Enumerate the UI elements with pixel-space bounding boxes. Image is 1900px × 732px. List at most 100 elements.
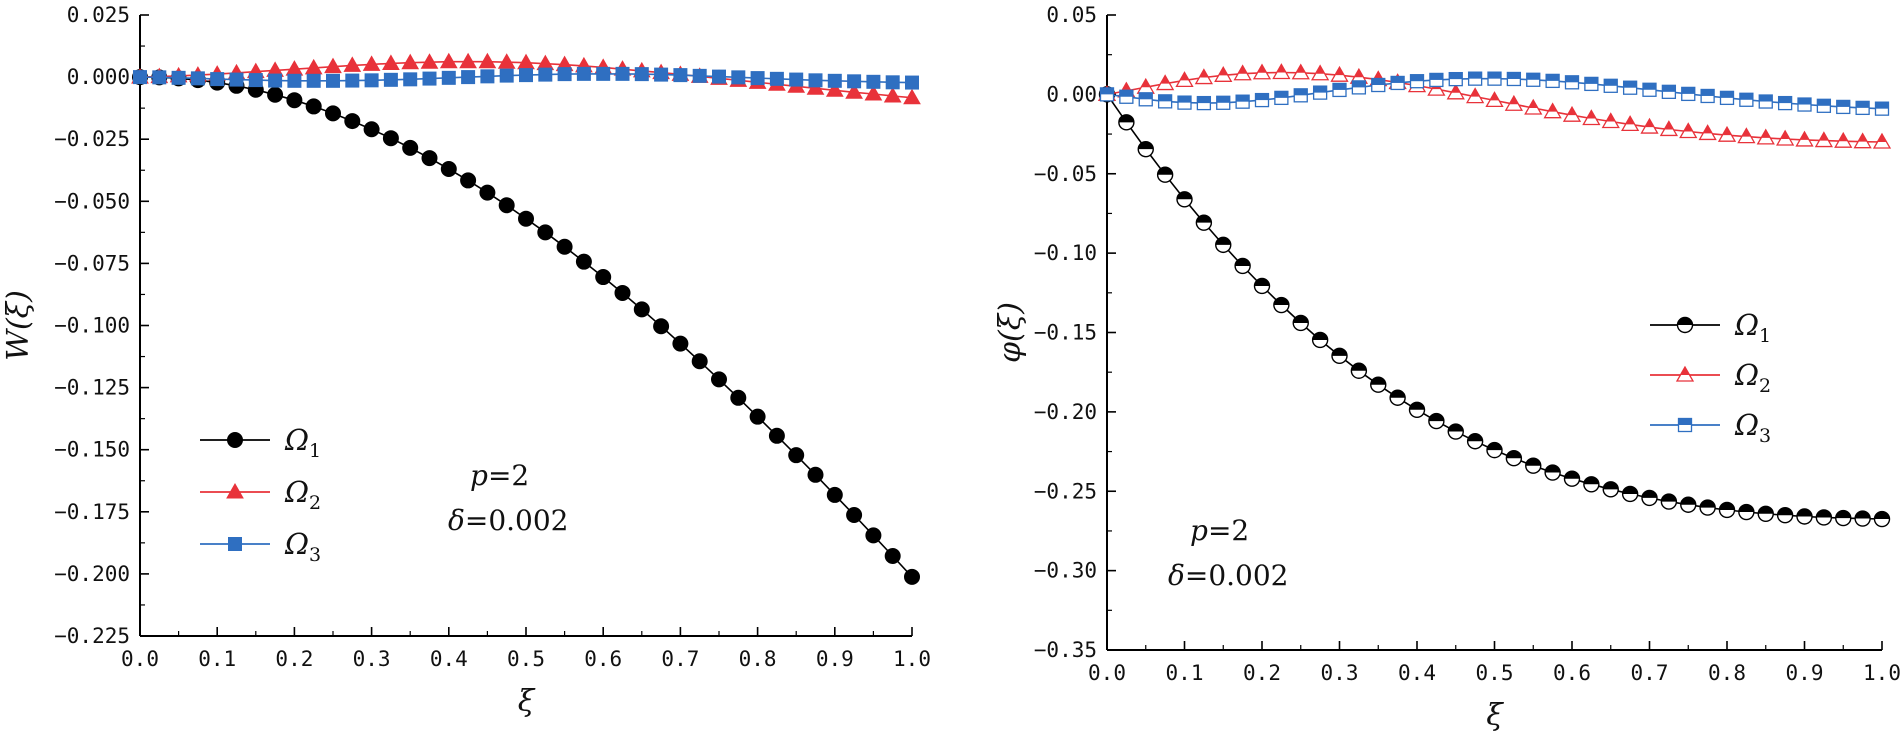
data-point-omega-1 bbox=[286, 92, 303, 109]
data-point-omega-1 bbox=[1156, 166, 1174, 183]
data-point-omega-3 bbox=[268, 73, 283, 88]
y-tick-label: −0.25 bbox=[1034, 479, 1097, 503]
data-point-omega-3 bbox=[634, 67, 649, 82]
x-tick-label: 0.7 bbox=[661, 647, 699, 671]
y-tick-label: 0.05 bbox=[1046, 3, 1097, 27]
data-point-omega-2 bbox=[1504, 94, 1523, 111]
x-tick-label: 1.0 bbox=[893, 647, 931, 671]
data-point-omega-2 bbox=[1795, 130, 1814, 147]
y-tick-label: −0.200 bbox=[54, 562, 130, 586]
data-point-omega-3 bbox=[1409, 74, 1425, 89]
data-point-omega-3 bbox=[1371, 77, 1386, 93]
data-point-omega-3 bbox=[1235, 94, 1250, 109]
y-tick-label: 0.025 bbox=[67, 3, 130, 27]
data-point-omega-1 bbox=[1699, 499, 1716, 516]
data-point-omega-3 bbox=[1603, 78, 1618, 93]
data-point-omega-3 bbox=[1487, 71, 1502, 86]
data-point-omega-3 bbox=[1642, 82, 1657, 97]
x-tick-label: 0.0 bbox=[121, 647, 159, 671]
data-point-omega-3 bbox=[1390, 75, 1405, 91]
data-point-omega-2 bbox=[1776, 129, 1795, 146]
data-point-omega-1 bbox=[1815, 509, 1833, 526]
data-point-omega-2 bbox=[324, 57, 342, 74]
data-point-omega-2 bbox=[517, 53, 535, 70]
data-point-omega-2 bbox=[1698, 124, 1717, 141]
data-point-omega-3 bbox=[248, 73, 263, 88]
data-point-omega-2 bbox=[1485, 91, 1504, 108]
data-point-omega-3 bbox=[1622, 80, 1638, 95]
data-point-omega-1 bbox=[1331, 347, 1348, 365]
data-point-omega-3 bbox=[171, 70, 186, 85]
data-point-omega-1 bbox=[1505, 450, 1523, 467]
data-point-omega-1 bbox=[537, 224, 554, 241]
data-point-omega-3 bbox=[1119, 89, 1134, 104]
y-tick-label: −0.100 bbox=[54, 314, 130, 338]
x-tick-label: 0.8 bbox=[1708, 661, 1746, 685]
data-point-omega-3 bbox=[1429, 72, 1444, 88]
x-tick-label: 0.6 bbox=[584, 647, 622, 671]
x-tick-label: 0.3 bbox=[1321, 661, 1359, 685]
legend-label-omega-3: Ω3 bbox=[1734, 408, 1771, 447]
data-point-omega-1 bbox=[1466, 433, 1484, 450]
data-point-omega-2 bbox=[1834, 131, 1853, 148]
data-point-omega-2 bbox=[1679, 122, 1698, 139]
data-point-omega-1 bbox=[1602, 481, 1619, 498]
x-tick-label: 1.0 bbox=[1863, 661, 1900, 685]
data-point-omega-3 bbox=[499, 68, 514, 83]
data-point-omega-2 bbox=[1156, 74, 1175, 91]
data-point-omega-1 bbox=[1408, 401, 1426, 419]
x-tick-label: 0.9 bbox=[816, 647, 854, 671]
x-tick-label: 0.8 bbox=[739, 647, 777, 671]
data-point-omega-2 bbox=[343, 56, 362, 72]
data-point-omega-3 bbox=[1138, 92, 1153, 107]
data-point-omega-1 bbox=[1137, 140, 1154, 158]
data-point-omega-1 bbox=[1563, 470, 1581, 487]
data-point-omega-2 bbox=[1233, 64, 1252, 81]
data-point-omega-1 bbox=[1835, 509, 1852, 527]
data-point-omega-1 bbox=[556, 238, 573, 255]
y-tick-label: −0.025 bbox=[54, 127, 130, 151]
data-point-omega-2 bbox=[1311, 64, 1330, 81]
y-axis-title: φ(ξ) bbox=[993, 302, 1028, 363]
data-point-omega-3 bbox=[1661, 84, 1677, 99]
data-point-omega-2 bbox=[1737, 127, 1756, 144]
data-point-omega-3 bbox=[1506, 71, 1522, 87]
data-point-omega-3 bbox=[538, 67, 553, 82]
y-tick-label: −0.075 bbox=[54, 251, 130, 275]
x-tick-label: 0.4 bbox=[430, 647, 468, 671]
x-tick-label: 0.4 bbox=[1398, 661, 1436, 685]
data-point-omega-1 bbox=[1796, 508, 1813, 525]
legend-label-omega-1: Ω1 bbox=[1734, 308, 1771, 347]
data-point-omega-3 bbox=[1312, 85, 1328, 100]
legend-marker-omega-3 bbox=[1677, 417, 1693, 433]
x-tick-label: 0.1 bbox=[1166, 661, 1204, 685]
data-point-omega-3 bbox=[1157, 94, 1173, 109]
data-point-omega-1 bbox=[1776, 507, 1794, 524]
data-point-omega-1 bbox=[1757, 505, 1774, 522]
data-point-omega-2 bbox=[1621, 115, 1640, 132]
x-tick-label: 0.6 bbox=[1553, 661, 1591, 685]
data-point-omega-2 bbox=[1562, 105, 1582, 122]
annotation-delta: δ=0.002 bbox=[1168, 559, 1288, 592]
data-point-omega-3 bbox=[1332, 82, 1347, 98]
data-point-omega-1 bbox=[1292, 314, 1309, 332]
data-point-omega-1 bbox=[768, 427, 785, 444]
x-tick-label: 0.5 bbox=[507, 647, 545, 671]
data-point-omega-2 bbox=[420, 53, 439, 69]
data-point-omega-3 bbox=[403, 72, 418, 87]
data-point-omega-3 bbox=[750, 71, 765, 86]
data-point-omega-3 bbox=[1874, 101, 1890, 116]
data-point-omega-2 bbox=[1756, 128, 1775, 145]
data-point-omega-3 bbox=[1816, 98, 1832, 113]
data-point-omega-2 bbox=[362, 55, 381, 71]
data-point-omega-2 bbox=[1853, 132, 1872, 149]
data-point-omega-1 bbox=[1118, 114, 1135, 131]
data-point-omega-3 bbox=[712, 69, 726, 84]
data-point-omega-3 bbox=[654, 67, 669, 82]
annotation-delta: δ=0.002 bbox=[448, 504, 568, 537]
data-point-omega-1 bbox=[1311, 331, 1329, 349]
data-point-omega-2 bbox=[1175, 71, 1194, 88]
data-point-omega-2 bbox=[1446, 83, 1465, 100]
data-point-omega-1 bbox=[1195, 214, 1213, 231]
